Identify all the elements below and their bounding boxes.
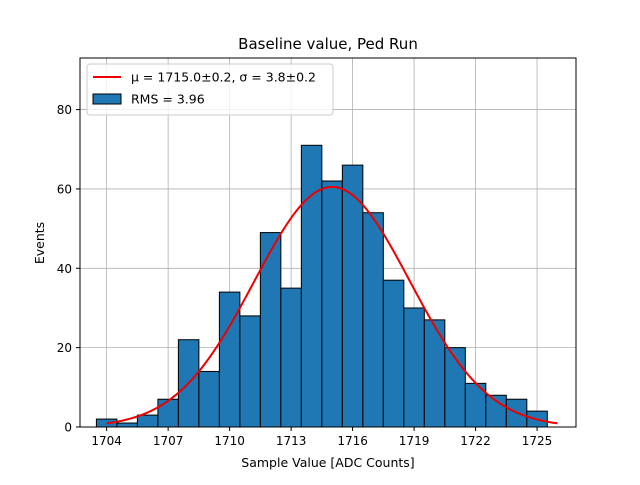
x-axis-label: Sample Value [ADC Counts]	[241, 455, 414, 470]
gaussian-fit	[106, 185, 558, 425]
histogram-bar	[136, 414, 159, 428]
legend-entry-fit: μ = 1715.0±0.2, σ = 3.8±0.2	[131, 70, 316, 85]
histogram-bar	[403, 307, 425, 428]
x-tick-label: 1704	[91, 434, 122, 448]
histogram-bar	[382, 279, 405, 428]
y-axis-ticks: 0 20 40 60 80	[57, 103, 80, 435]
x-tick-label: 1722	[460, 434, 491, 448]
legend-patch-swatch	[92, 93, 122, 105]
histogram-bar	[198, 370, 220, 428]
histogram-bar	[259, 232, 282, 428]
histogram-bar	[341, 164, 364, 428]
y-tick-label: 40	[57, 262, 72, 276]
histogram-bar	[300, 144, 323, 428]
histogram-bar	[321, 180, 343, 428]
histogram-bar	[423, 319, 446, 428]
x-axis-ticks: 1704 1707 1710 1713 1716 1719 1722 1725	[91, 427, 552, 448]
histogram-bar	[280, 287, 302, 428]
y-tick-label: 20	[57, 341, 72, 355]
chart-title: Baseline value, Ped Run	[238, 35, 418, 53]
legend: μ = 1715.0±0.2, σ = 3.8±0.2 RMS = 3.96	[86, 63, 334, 116]
histogram-bar	[157, 398, 179, 428]
x-tick-label: 1716	[337, 434, 368, 448]
histogram-bar	[362, 212, 384, 428]
x-tick-label: 1713	[276, 434, 307, 448]
y-axis-label: Events	[32, 222, 47, 264]
histogram-bar	[116, 422, 138, 428]
legend-entry-rms: RMS = 3.96	[131, 92, 205, 107]
x-tick-label: 1707	[153, 434, 184, 448]
gaussian-fit-curve	[106, 185, 558, 425]
y-tick-label: 0	[64, 421, 72, 435]
legend-box	[86, 63, 334, 116]
x-tick-label: 1710	[214, 434, 245, 448]
x-tick-label: 1719	[399, 434, 430, 448]
y-tick-label: 80	[57, 103, 72, 117]
y-tick-label: 60	[57, 182, 72, 196]
plot-frame	[79, 57, 577, 428]
histogram-bar	[239, 315, 261, 428]
x-tick-label: 1725	[522, 434, 553, 448]
